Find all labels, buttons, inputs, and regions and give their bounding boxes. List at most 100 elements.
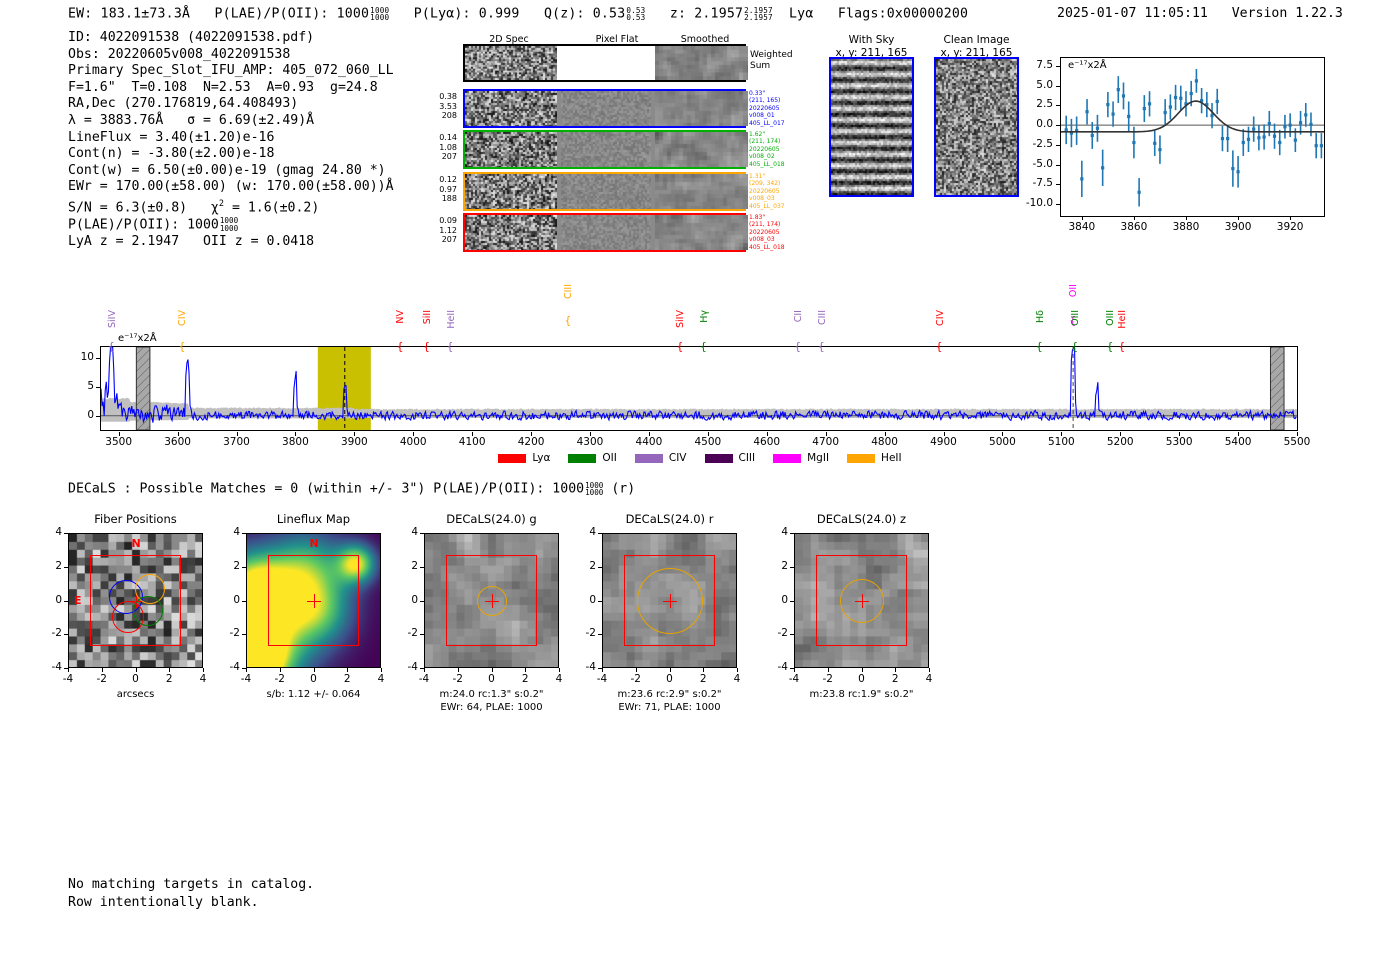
- cutout-caption: m:24.0 rc:1.3" s:0.2" EWr: 64, PLAE: 1000: [439, 689, 544, 713]
- info-plae: P(LAE)/P(OII): 1000 1000 1000: [68, 216, 239, 234]
- cutout-x-tick: [491, 668, 493, 672]
- emission-line-label: SiIV: [675, 310, 687, 328]
- linefit-x-tick: [1290, 216, 1292, 220]
- spectrum-x-tick-label: 3700: [223, 436, 250, 448]
- compass-north-label: N: [131, 537, 141, 550]
- spec2d-row-meta-right: 1.83" (211, 174) 20220605 v008_03 405_LL_018: [749, 214, 785, 251]
- detection-info-block: ID: 4022091538 (4022091538.pdf) Obs: 202…: [68, 30, 394, 251]
- legend-swatch: [773, 453, 802, 463]
- spec2d-column-title-0: 2D Spec: [489, 34, 529, 45]
- line-fit-units-label: e⁻¹⁷x2Å: [1068, 60, 1107, 71]
- timestamp: 2025-01-07 11:05:11: [1057, 6, 1208, 21]
- spec2d-fiber-image: [655, 91, 748, 126]
- cutout-x-tick-label: 0: [132, 673, 139, 685]
- cutout-y-tick: [242, 668, 246, 669]
- spectrum-x-tick-label: 5500: [1283, 436, 1311, 448]
- header-plya: P(Lyα): 0.999: [413, 6, 520, 22]
- emission-line-bracket: {: [794, 340, 802, 353]
- linefit-y-tick: [1056, 144, 1060, 146]
- cutout-y-tick: [790, 566, 794, 568]
- linefit-y-tick: [1056, 65, 1060, 67]
- emission-line-label: CIII: [563, 284, 575, 300]
- emission-line-label: Hδ: [1034, 310, 1046, 323]
- header-z-label: z: 2.1957: [669, 6, 744, 22]
- spec2d-fiber-image: [655, 174, 748, 209]
- cutout-y-tick: [598, 668, 602, 669]
- cutout-x-tick-label: 4: [199, 673, 207, 685]
- decals-plae-fraction: 1000 1000: [585, 480, 604, 498]
- info-continuum-wide: Cont(w) = 6.50(±0.00)e-19 (gmag 24.80 *): [68, 162, 386, 178]
- spec2d-fiber-image: [561, 91, 651, 126]
- spec2d-row-stats-left: 0.12 0.97 188: [439, 175, 457, 204]
- emission-line-bracket: {: [1071, 340, 1079, 353]
- cutout-y-tick-label: 0: [781, 593, 788, 606]
- spectrum-x-tick: [354, 432, 356, 436]
- spec2d-fiber-image: [561, 174, 651, 209]
- cutout-title: Lineflux Map: [276, 512, 351, 526]
- cutout-x-tick: [101, 668, 103, 672]
- spec2d-row-meta-right: 0.33" (211, 165) 20220605 v008_01 405_LL_017: [749, 90, 785, 127]
- cutout-x-tick-label: -2: [452, 673, 463, 685]
- header-line-name: Lyα: [789, 6, 814, 22]
- spec2d-fiber-image: [561, 132, 651, 167]
- spectrum-x-tick-label: 4700: [812, 436, 840, 448]
- cutout-x-tick: [895, 668, 897, 672]
- spectrum-x-tick-label: 3500: [105, 436, 133, 448]
- spectrum-x-tick-label: 4500: [694, 436, 722, 448]
- emission-line-bracket: {: [676, 340, 684, 353]
- linefit-y-tick: [1056, 125, 1060, 127]
- linefit-y-tick-label: -10.0: [1025, 197, 1053, 210]
- cutout-y-tick-label: -2: [229, 627, 240, 640]
- thumbnail-image: [934, 57, 1019, 197]
- linefit-x-tick: [1081, 216, 1083, 220]
- emission-line-label: OIII: [1105, 310, 1117, 326]
- cutout-x-tick-label: 4: [555, 673, 563, 685]
- spectrum-y-tick-label: 10: [80, 351, 94, 364]
- emission-line-label: OIII: [1070, 310, 1082, 326]
- spectrum-x-tick-label: 4100: [458, 436, 486, 448]
- spec2d-fiber-image: [655, 215, 748, 250]
- spectrum-y-tick-label: 0: [87, 408, 94, 421]
- emission-line-label: CIV: [934, 310, 946, 326]
- spectrum-x-tick-label: 4800: [871, 436, 898, 448]
- cutout-y-tick: [242, 566, 246, 568]
- spectrum-y-tick: [96, 387, 100, 389]
- cutout-x-tick: [669, 668, 671, 672]
- spectrum-x-tick-label: 4000: [399, 436, 427, 448]
- legend-swatch: [568, 453, 597, 463]
- aperture-circle: [839, 578, 884, 623]
- cutout-x-tick: [313, 668, 315, 672]
- header-plae-fraction: 1000 1000: [370, 5, 390, 23]
- linefit-y-tick-label: 5.0: [1036, 78, 1053, 91]
- cutout-x-tick-label: 2: [699, 673, 707, 685]
- spec2d-row-stats-left: 0.14 1.08 207: [439, 133, 457, 162]
- line-fit-svg: [1061, 69, 1324, 207]
- cutout-y-tick-label: -4: [229, 661, 240, 673]
- legend-swatch: [847, 453, 876, 463]
- spec2d-row-stats-left: 0.38 3.53 208: [439, 92, 457, 121]
- emission-line-bracket: {: [699, 340, 707, 353]
- legend-label: CIV: [668, 452, 687, 464]
- cutout-x-tick: [347, 668, 349, 672]
- legend-label: HeII: [881, 452, 902, 464]
- linefit-y-tick: [1056, 184, 1060, 186]
- spec2d-fiber-image: [465, 174, 557, 209]
- cutout-y-tick-label: -2: [407, 627, 418, 640]
- linefit-y-tick-label: 7.5: [1036, 58, 1053, 71]
- header-flags: Flags:0x00000200: [837, 6, 969, 22]
- legend-label: Lyα: [532, 452, 551, 464]
- cutout-y-tick-label: 2: [55, 559, 62, 572]
- cutout-x-tick-label: 0: [666, 673, 673, 685]
- cutout-title: DECaLS(24.0) r: [625, 512, 714, 526]
- full-spectrum-svg: [101, 347, 1297, 430]
- cutout-crosshair: [313, 593, 315, 608]
- cutout-x-tick: [246, 668, 247, 672]
- cutout-y-tick-label: 2: [589, 559, 596, 572]
- cutout-y-tick-label: 0: [55, 593, 62, 606]
- cutout-y-tick: [64, 533, 68, 534]
- emission-line-label: HeII: [445, 310, 457, 329]
- linefit-y-tick: [1056, 105, 1060, 107]
- compass-east-label: E: [74, 593, 82, 607]
- spec2d-row-meta-right: 1.62" (211, 174) 20220605 v008_02 405_LL_018: [749, 131, 785, 168]
- legend-label: CIII: [738, 452, 756, 464]
